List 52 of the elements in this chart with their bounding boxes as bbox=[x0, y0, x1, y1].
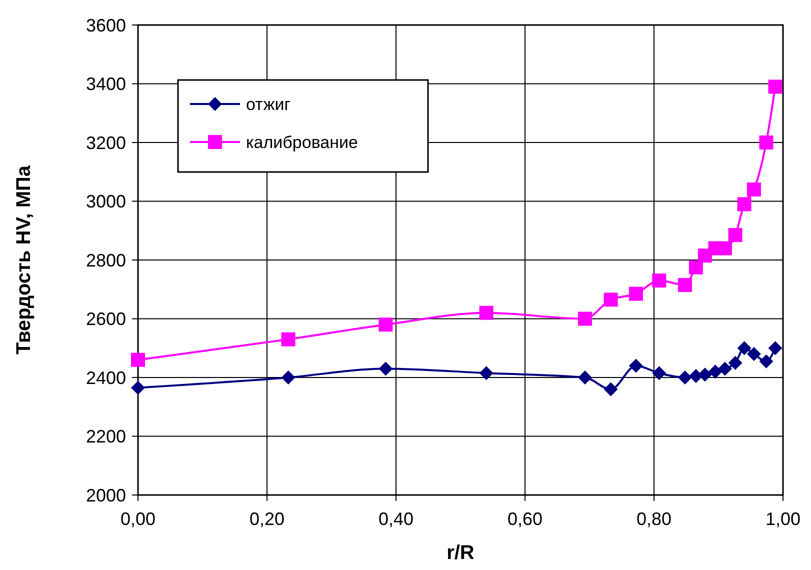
y-axis-title: Твердость HV, МПа bbox=[13, 164, 35, 354]
point bbox=[728, 356, 742, 370]
y-tick-label: 2600 bbox=[86, 309, 126, 330]
x-tick-label: 0,60 bbox=[507, 509, 543, 529]
legend-label: калибрование bbox=[246, 132, 358, 152]
point bbox=[131, 352, 145, 367]
point bbox=[378, 362, 393, 376]
point bbox=[378, 318, 393, 332]
point bbox=[708, 364, 722, 379]
point bbox=[479, 306, 494, 320]
y-tick-label: 2400 bbox=[86, 368, 126, 388]
point bbox=[604, 382, 618, 396]
x-axis-title: r/R bbox=[446, 542, 475, 564]
point bbox=[281, 332, 296, 346]
point bbox=[768, 80, 782, 94]
point bbox=[746, 182, 761, 196]
point bbox=[131, 380, 145, 395]
point bbox=[759, 136, 774, 150]
point bbox=[688, 260, 703, 274]
point bbox=[652, 274, 666, 288]
point bbox=[578, 370, 592, 384]
point bbox=[678, 278, 692, 292]
y-tick-label: 2200 bbox=[86, 426, 126, 447]
x-tick-label: 0,20 bbox=[249, 509, 285, 529]
x-tick-label: 0,00 bbox=[120, 509, 156, 529]
legend-label: отжиг bbox=[246, 94, 291, 114]
point bbox=[578, 312, 592, 326]
y-tick-label: 2000 bbox=[86, 485, 126, 506]
x-tick-label: 1,00 bbox=[765, 509, 801, 529]
point bbox=[698, 368, 712, 382]
point bbox=[628, 286, 643, 301]
point bbox=[652, 366, 666, 380]
x-tick-label: 0,40 bbox=[378, 509, 414, 529]
y-tick-label: 3600 bbox=[86, 15, 126, 36]
point bbox=[628, 358, 643, 373]
point bbox=[759, 354, 774, 368]
point bbox=[718, 362, 732, 376]
y-tick-label: 3000 bbox=[86, 192, 126, 212]
point bbox=[737, 197, 752, 212]
y-tick-label: 3200 bbox=[86, 132, 126, 153]
y-tick-label: 2800 bbox=[86, 250, 126, 270]
point bbox=[479, 366, 494, 380]
point bbox=[718, 241, 732, 256]
x-tick-label: 0,80 bbox=[636, 509, 672, 529]
point bbox=[768, 341, 782, 356]
point bbox=[728, 228, 742, 242]
point bbox=[678, 370, 692, 384]
point bbox=[604, 292, 618, 307]
point bbox=[737, 341, 752, 356]
point bbox=[281, 370, 296, 384]
point bbox=[746, 347, 761, 361]
y-tick-label: 3400 bbox=[86, 74, 126, 94]
